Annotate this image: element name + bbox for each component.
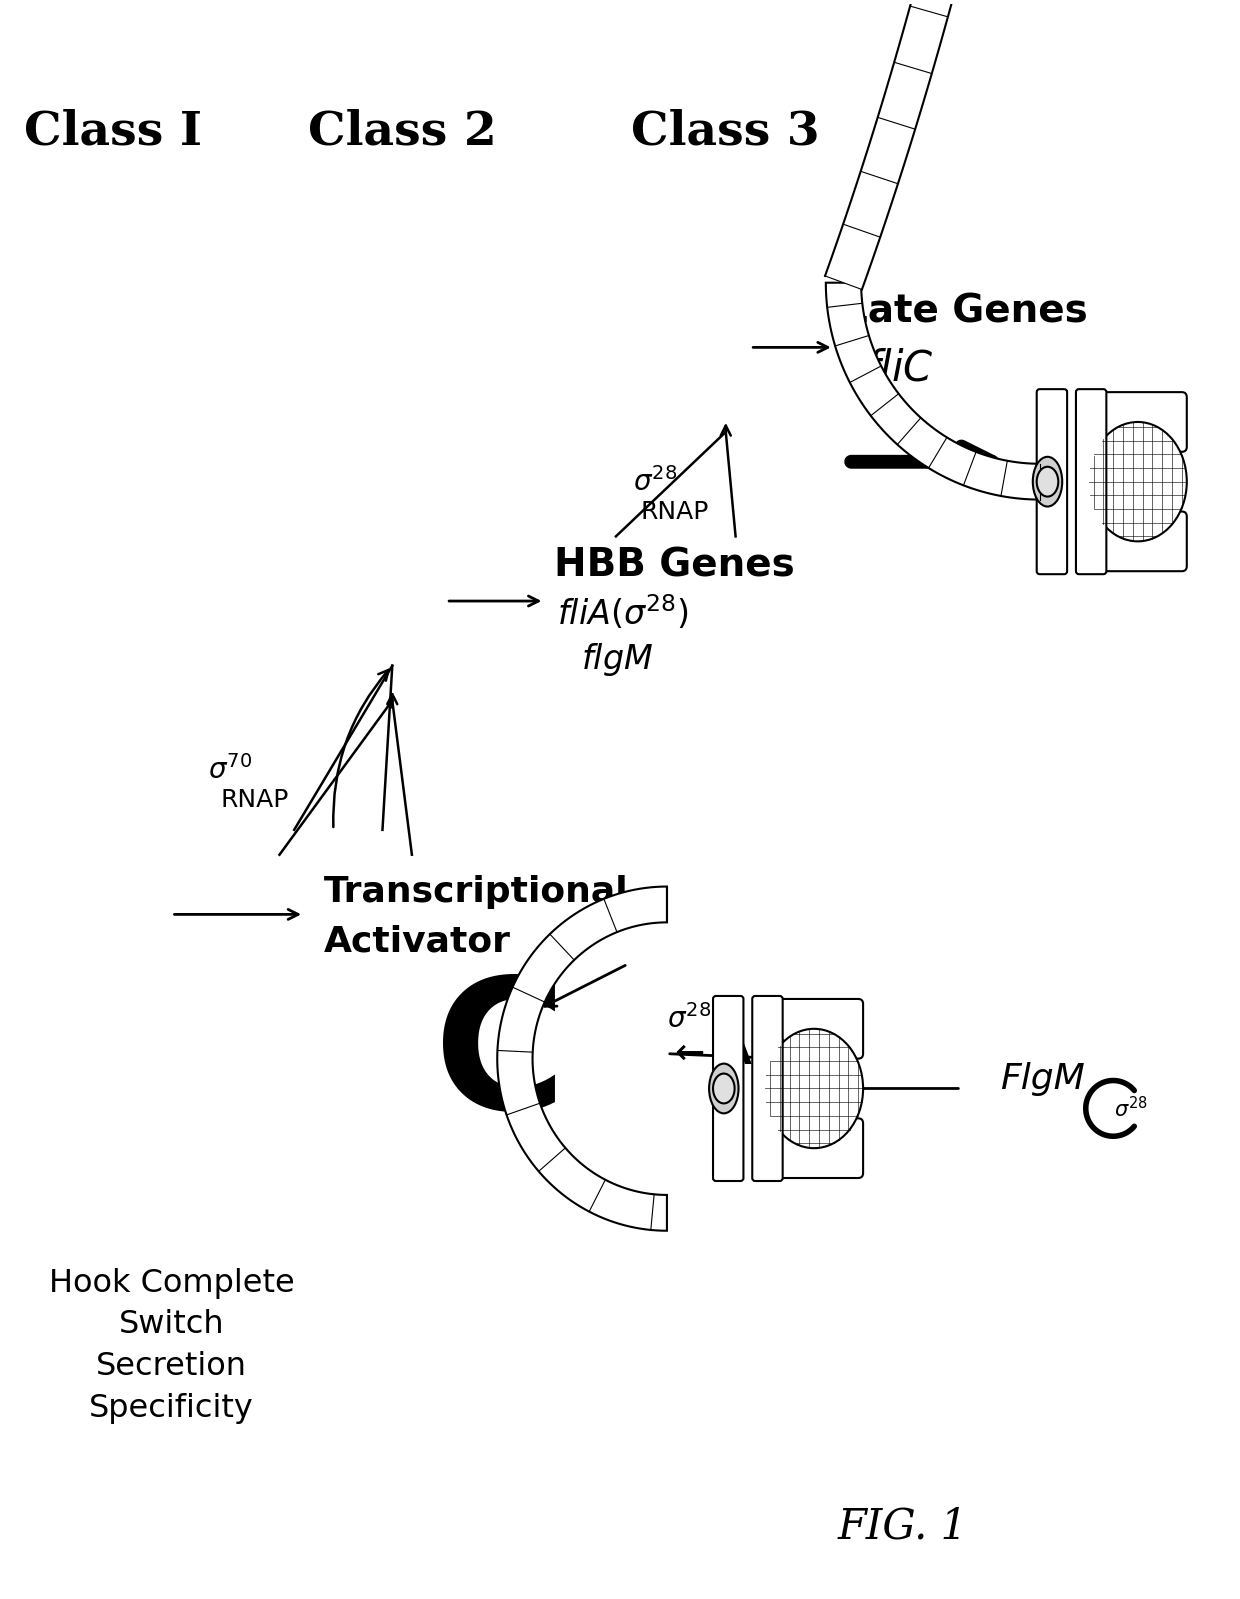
Polygon shape: [497, 886, 667, 1231]
Ellipse shape: [713, 1073, 734, 1103]
Polygon shape: [825, 0, 999, 289]
Text: Switch: Switch: [119, 1310, 224, 1340]
Text: Class 3: Class 3: [631, 109, 820, 155]
Text: $\sigma^{70}$: $\sigma^{70}$: [208, 755, 253, 785]
Text: $fliA(\sigma^{28})$: $fliA(\sigma^{28})$: [557, 593, 688, 632]
Text: Hook Complete: Hook Complete: [48, 1268, 294, 1298]
FancyBboxPatch shape: [770, 999, 863, 1059]
FancyBboxPatch shape: [770, 1118, 863, 1178]
Ellipse shape: [1089, 422, 1187, 542]
Text: Class I: Class I: [24, 109, 202, 155]
Text: $\sigma^{28}$: $\sigma^{28}$: [667, 1004, 712, 1035]
Text: RNAP: RNAP: [221, 788, 289, 812]
Text: FlgM: FlgM: [1001, 1062, 1085, 1095]
Text: Class 2: Class 2: [308, 109, 496, 155]
Text: Activator: Activator: [324, 924, 511, 958]
Text: Secretion: Secretion: [95, 1351, 247, 1382]
Ellipse shape: [709, 1063, 739, 1113]
FancyBboxPatch shape: [1076, 389, 1106, 574]
Text: $flgM$: $flgM$: [580, 641, 652, 678]
Text: $\sigma^{28}$: $\sigma^{28}$: [632, 467, 677, 497]
Text: C: C: [434, 971, 567, 1146]
Text: $fliC$: $fliC$: [866, 347, 934, 390]
Ellipse shape: [765, 1028, 863, 1148]
FancyBboxPatch shape: [713, 996, 744, 1182]
Text: FIG. 1: FIG. 1: [837, 1505, 967, 1548]
Text: $\leftarrow$ Active: $\leftarrow$ Active: [667, 1036, 851, 1071]
Text: $\sigma^{28}$: $\sigma^{28}$: [1114, 1095, 1148, 1121]
FancyBboxPatch shape: [1094, 512, 1187, 571]
FancyBboxPatch shape: [1094, 392, 1187, 453]
Polygon shape: [826, 283, 1039, 499]
Text: Late Genes: Late Genes: [843, 293, 1089, 331]
Text: Transcriptional: Transcriptional: [324, 875, 629, 908]
Ellipse shape: [1037, 467, 1058, 497]
Text: RNAP: RNAP: [641, 499, 709, 523]
Text: Specificity: Specificity: [89, 1393, 254, 1423]
Ellipse shape: [1033, 457, 1063, 507]
FancyBboxPatch shape: [753, 996, 782, 1182]
Text: HBB Genes: HBB Genes: [554, 547, 795, 584]
FancyBboxPatch shape: [1037, 389, 1068, 574]
